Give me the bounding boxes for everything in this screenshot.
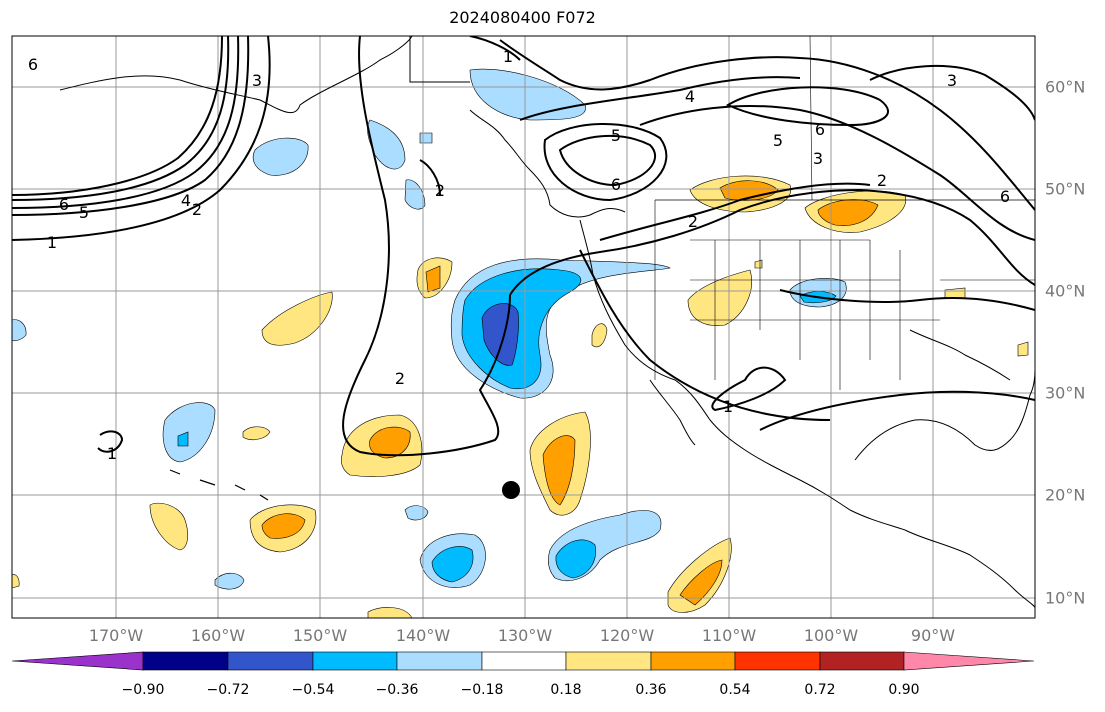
lat-label: 20°N bbox=[1045, 485, 1086, 505]
lat-label: 40°N bbox=[1045, 281, 1086, 301]
lon-label: 150°W bbox=[292, 626, 348, 645]
colorbar-tick-label: −0.72 bbox=[206, 682, 250, 698]
contour-label: 5 bbox=[611, 126, 621, 145]
colorbar-tick-label: 0.54 bbox=[719, 682, 751, 698]
contour-label: 2 bbox=[688, 212, 698, 231]
colorbar-swatch bbox=[819, 651, 905, 671]
lat-label: 10°N bbox=[1045, 588, 1086, 608]
contour-label: 4 bbox=[685, 87, 695, 106]
map-title: 2024080400 F072 bbox=[449, 8, 596, 27]
colorbar-tick-label: 0.18 bbox=[550, 682, 582, 698]
contour-label: 3 bbox=[813, 149, 823, 168]
contour-label: 4 bbox=[181, 191, 191, 210]
lon-label: 160°W bbox=[190, 626, 246, 645]
colorbar-swatch bbox=[227, 651, 314, 671]
contour-label: 6 bbox=[28, 55, 38, 74]
lat-label: 50°N bbox=[1045, 179, 1086, 199]
lon-label: 140°W bbox=[395, 626, 451, 645]
contour-label: 6 bbox=[59, 195, 69, 214]
contour-label: 1 bbox=[107, 444, 117, 463]
yellow-area-north-pacific bbox=[261, 291, 333, 346]
colorbar-tick-label: −0.90 bbox=[121, 682, 165, 698]
contour-lines bbox=[12, 36, 1035, 457]
contour-label: 2 bbox=[435, 181, 445, 200]
colorbar-swatch bbox=[734, 651, 821, 671]
map-frame bbox=[11, 35, 1036, 619]
lon-label: 110°W bbox=[701, 626, 757, 645]
contour-label: 2 bbox=[192, 200, 202, 219]
colorbar-swatch bbox=[396, 651, 483, 671]
lon-label: 170°W bbox=[88, 626, 144, 645]
colorbar-swatch bbox=[565, 651, 652, 671]
contour-label: 1 bbox=[723, 397, 733, 416]
lon-label: 100°W bbox=[803, 626, 859, 645]
blue-area-gulf-alaska bbox=[469, 68, 586, 121]
contour-labels: 1 2 3 4 5 6 2 2 1 5 6 4 5 6 3 3 6 2 2 1 … bbox=[28, 47, 1010, 463]
contour-label: 2 bbox=[877, 171, 887, 190]
coastlines bbox=[59, 36, 1035, 609]
dark-blue-core bbox=[481, 303, 519, 366]
colorbar-swatch bbox=[312, 651, 398, 671]
colorbar-tick-label: 0.72 bbox=[804, 682, 836, 698]
blue-area-north-pacific bbox=[252, 137, 309, 176]
colorbar-tick-label: −0.54 bbox=[291, 682, 335, 698]
colorbar-swatch bbox=[142, 651, 229, 671]
point-marker bbox=[502, 481, 520, 499]
colorbar-tick-label: 0.90 bbox=[888, 682, 920, 698]
contour-label: 5 bbox=[79, 203, 89, 222]
contour-label: 6 bbox=[815, 120, 825, 139]
contour-label: 3 bbox=[252, 71, 262, 90]
colorbar-tick-label: 0.36 bbox=[635, 682, 667, 698]
colorbar bbox=[11, 651, 1035, 671]
lat-label: 60°N bbox=[1045, 77, 1086, 97]
contour-label: 1 bbox=[47, 233, 57, 252]
shaded-anomalies bbox=[12, 68, 1029, 618]
contour-label: 5 bbox=[773, 131, 783, 150]
colorbar-swatch bbox=[650, 651, 736, 671]
lon-label: 130°W bbox=[497, 626, 553, 645]
lon-label: 120°W bbox=[599, 626, 655, 645]
contour-label: 2 bbox=[395, 369, 405, 388]
colorbar-extend-low bbox=[11, 651, 144, 671]
contour-label: 1 bbox=[503, 47, 513, 66]
lat-label: 30°N bbox=[1045, 383, 1086, 403]
colorbar-extend-high bbox=[903, 651, 1035, 671]
colorbar-swatch bbox=[481, 651, 567, 671]
contour-label: 6 bbox=[1000, 187, 1010, 206]
contour-label: 3 bbox=[947, 71, 957, 90]
contour-label: 6 bbox=[611, 175, 621, 194]
colorbar-tick-label: −0.36 bbox=[375, 682, 419, 698]
colorbar-tick-label: −0.18 bbox=[460, 682, 504, 698]
lon-label: 90°W bbox=[910, 626, 956, 645]
graticule bbox=[12, 36, 1035, 618]
